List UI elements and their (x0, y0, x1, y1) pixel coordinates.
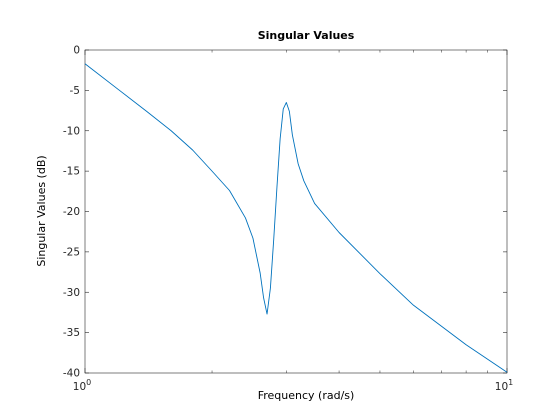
y-tick-label: -25 (63, 246, 80, 258)
x-tick-base: 10 (73, 381, 86, 393)
y-axis-label: Singular Values (dB) (35, 155, 48, 266)
x-axis: 100 101 (73, 50, 513, 393)
x-tick-base: 10 (495, 381, 508, 393)
x-tick-exponent: 0 (86, 378, 91, 387)
x-tick-label: 101 (495, 378, 513, 393)
y-axis: 0 -5 -10 -15 -20 -25 -30 -35 -40 (63, 45, 507, 380)
series-line (84, 63, 508, 373)
chart-title: Singular Values (258, 29, 355, 42)
y-tick-label: -40 (63, 368, 80, 380)
y-tick-label: -15 (63, 166, 80, 178)
y-tick-label: 0 (73, 45, 80, 57)
y-tick-label: -35 (63, 327, 80, 339)
y-tick-label: -20 (63, 206, 80, 218)
y-tick-label: -10 (63, 125, 80, 137)
x-tick-label: 100 (73, 378, 91, 393)
plot-area (84, 49, 508, 374)
x-axis-label: Frequency (rad/s) (258, 389, 355, 402)
y-tick-label: -30 (63, 287, 80, 299)
x-tick-exponent: 1 (508, 378, 513, 387)
y-tick-label: -5 (70, 85, 80, 97)
series-group (84, 63, 508, 373)
